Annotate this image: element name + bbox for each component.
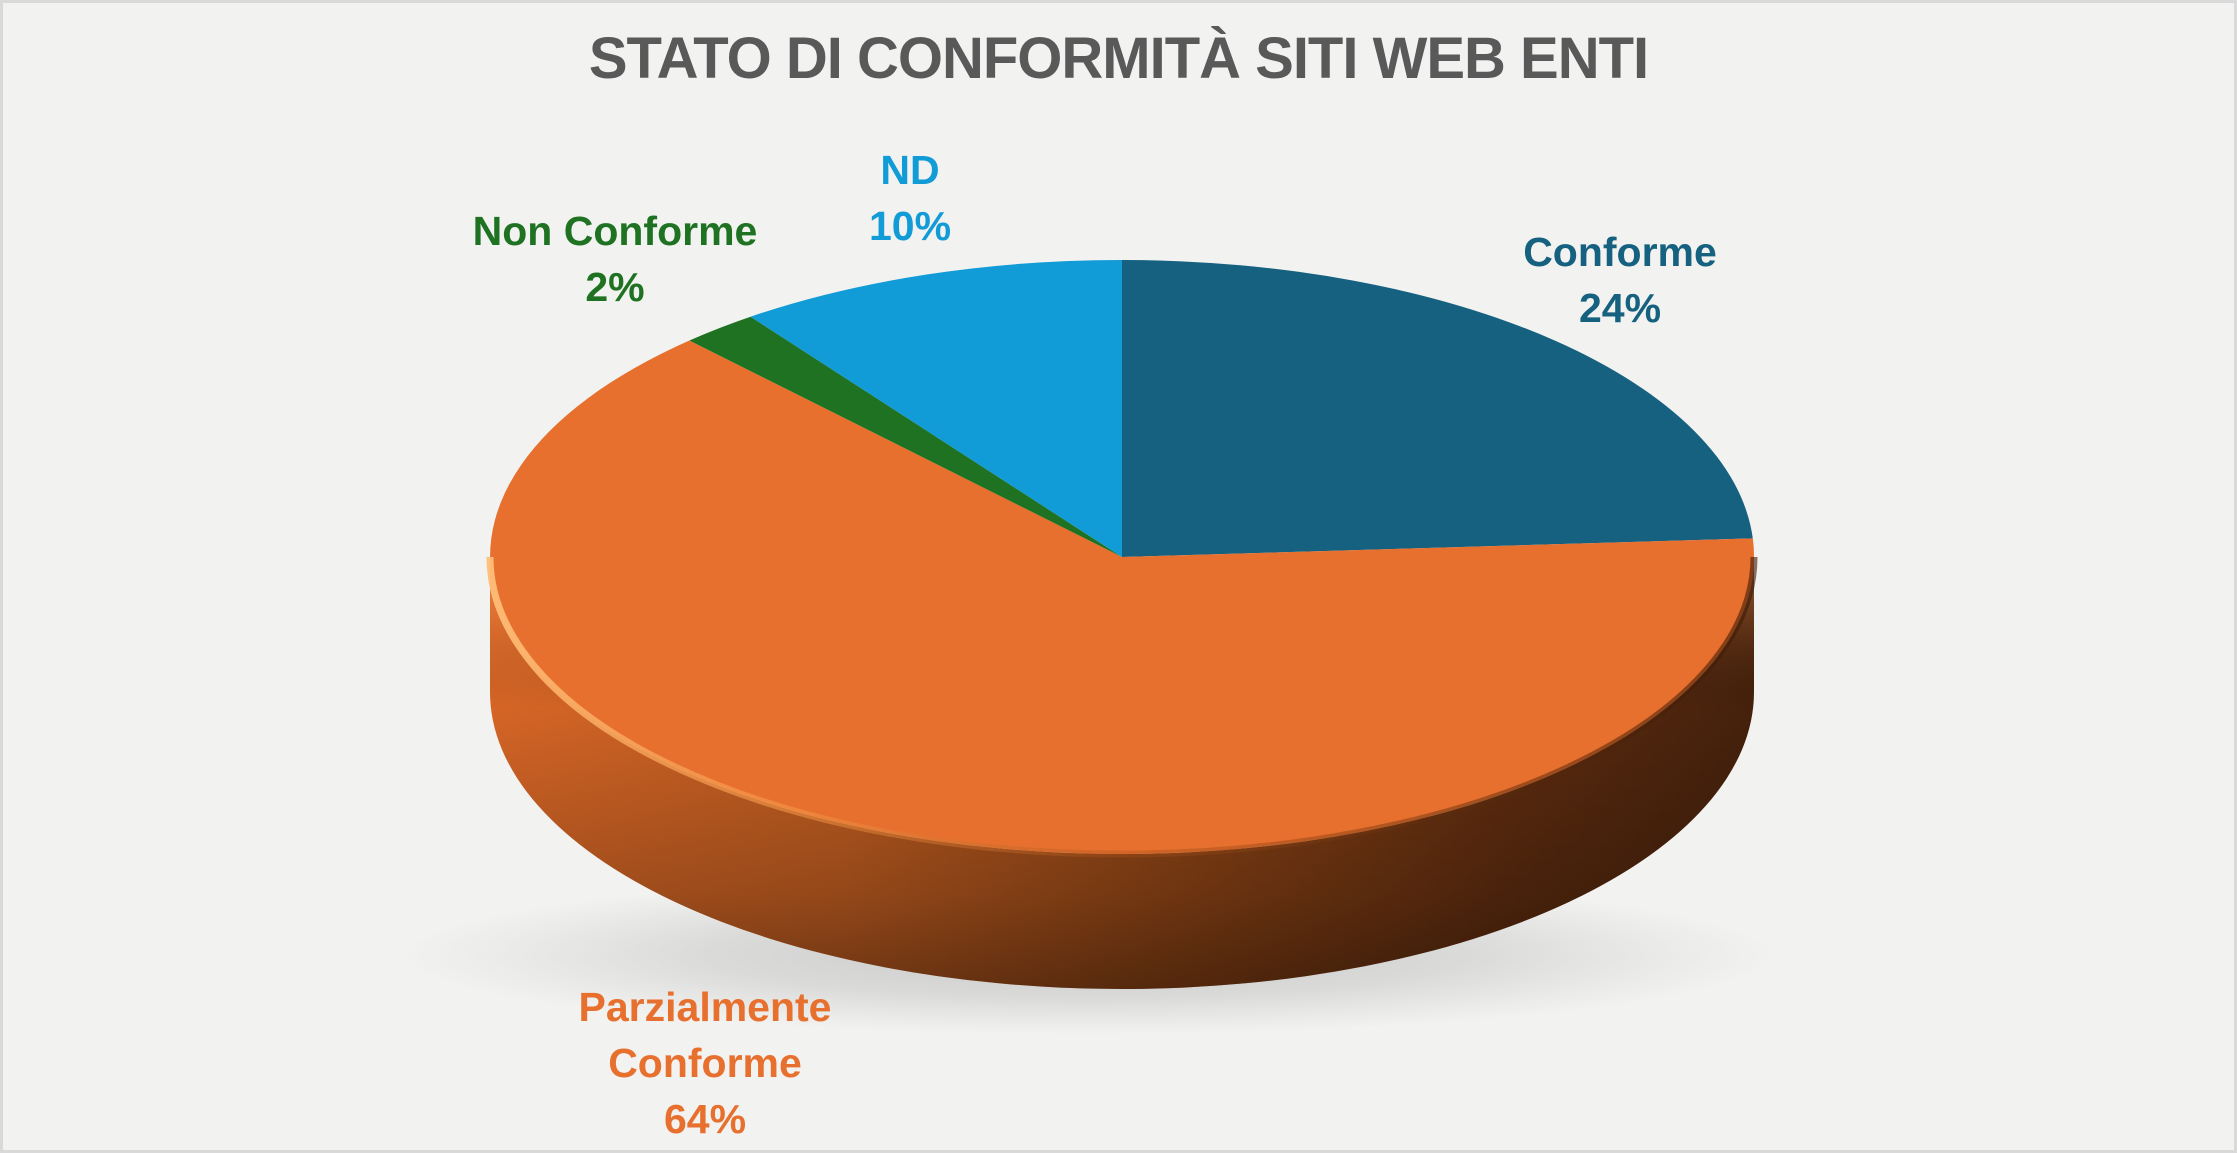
slice-label-line: 10% [868,203,952,249]
slice-label-line: Conforme [608,1040,802,1086]
slice-label-nd: ND 10% [869,142,951,254]
slice-label-conforme: Conforme 24% [1523,224,1717,336]
slice-label-line: 24% [1578,285,1662,331]
pie-side-wall-shading [490,557,1754,989]
slice-label-line: Parzialmente [578,984,832,1030]
pie-slice-conforme [1122,260,1753,557]
pie-chart [398,260,1778,1035]
slice-label-line: 64% [663,1096,747,1142]
slice-label-non-conforme: Non Conforme 2% [473,203,758,315]
slice-label-line: Non Conforme [472,208,758,254]
pie-slice-non-conforme [689,316,1122,557]
slice-label-line: 2% [585,264,645,310]
pie-slice-nd [750,260,1122,557]
slice-label-parzialmente-conforme: Parzialmente Conforme 64% [579,979,832,1147]
pie-rim-highlight [486,556,1758,858]
pie-slice-parzialmente-conforme [490,340,1755,855]
slice-label-line: ND [880,147,940,193]
chart-title: STATO DI CONFORMITÀ SITI WEB ENTI [588,26,1649,91]
slice-label-line: Conforme [1523,229,1717,275]
